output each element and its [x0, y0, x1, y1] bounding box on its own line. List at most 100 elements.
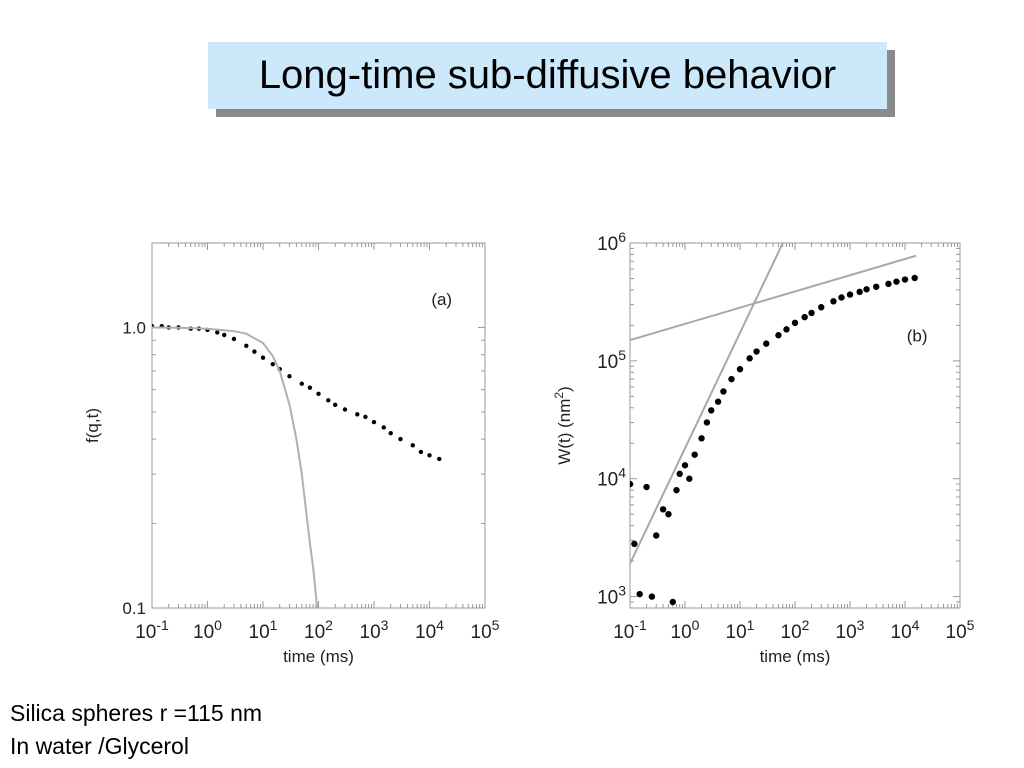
- data-point: [911, 274, 918, 282]
- data-point: [631, 540, 638, 548]
- data-point: [818, 304, 825, 311]
- chart-b: 10-1 100 101 102 103 104 105 103 104 105 106 time (…: [552, 229, 975, 666]
- data-point: [753, 348, 760, 355]
- data-point: [901, 276, 909, 283]
- y-tick-label: 0.1: [122, 599, 146, 618]
- data-point: [260, 355, 266, 360]
- data-point: [791, 319, 799, 327]
- data-point: [736, 365, 744, 373]
- data-point: [244, 343, 249, 349]
- fit-line: [152, 326, 319, 608]
- x-tick-label: 101: [249, 617, 278, 643]
- caption-line-1: Silica spheres r =115 nm: [10, 700, 263, 726]
- x-tick-label: 100: [671, 617, 700, 643]
- data-point: [801, 313, 808, 321]
- slide-title: Long-time sub-diffusive behavior: [208, 42, 887, 109]
- x-axis-label: time (ms): [760, 647, 831, 666]
- x-tick-label: 102: [781, 617, 810, 643]
- data-point: [846, 291, 854, 298]
- data-point: [388, 430, 393, 436]
- data-point: [418, 449, 424, 455]
- data-point: [342, 407, 348, 412]
- data-point: [410, 443, 415, 448]
- data-point: [676, 470, 683, 478]
- data-point: [648, 593, 656, 600]
- y-tick-label: 1.0: [122, 318, 146, 337]
- data-point: [363, 414, 368, 420]
- data-point: [763, 340, 770, 347]
- data-point: [215, 330, 220, 335]
- data-point: [863, 286, 870, 293]
- data-point: [659, 506, 667, 513]
- series-group: [630, 243, 918, 606]
- data-point: [691, 451, 698, 458]
- data-point: [893, 278, 900, 285]
- y-axis-label: W(t) (nm2): [552, 386, 574, 464]
- data-point: [703, 419, 711, 426]
- data-point: [427, 453, 432, 458]
- data-point: [686, 475, 693, 482]
- x-tick-label: 104: [891, 617, 920, 643]
- data-point: [665, 510, 672, 518]
- y-tick-label: 103: [597, 583, 626, 609]
- data-point: [673, 486, 680, 494]
- data-point: [636, 590, 643, 598]
- x-tick-label: 10-1: [135, 617, 169, 643]
- x-tick-label: 10-1: [613, 617, 647, 643]
- data-point: [728, 375, 735, 383]
- data-point: [873, 283, 880, 290]
- data-point: [316, 391, 321, 397]
- data-point: [681, 462, 689, 469]
- data-point: [299, 381, 304, 386]
- x-tick-label: 103: [360, 617, 389, 643]
- x-tick-label: 105: [471, 617, 500, 643]
- data-point: [326, 398, 331, 403]
- x-tick-label: 100: [193, 617, 222, 643]
- data-point: [355, 412, 360, 417]
- y-axis-label: f(q,t): [83, 408, 102, 443]
- x-tick-label: 102: [304, 617, 333, 643]
- panel-label: (b): [907, 327, 928, 346]
- data-point: [252, 349, 257, 354]
- data-point: [270, 361, 275, 367]
- fit-line: [630, 243, 784, 565]
- data-point: [783, 326, 790, 333]
- data-point: [381, 425, 386, 430]
- y-tick-label: 104: [597, 465, 626, 491]
- x-tick-label: 105: [946, 617, 975, 643]
- data-point: [830, 298, 837, 305]
- data-point: [714, 398, 722, 405]
- data-point: [808, 309, 815, 317]
- fit-line: [630, 254, 917, 342]
- x-tick-label: 104: [415, 617, 444, 643]
- data-point: [437, 456, 442, 462]
- data-point: [856, 288, 863, 296]
- y-tick-label: 105: [597, 347, 626, 373]
- data-point: [775, 332, 782, 339]
- data-point: [885, 280, 892, 288]
- data-point: [398, 436, 403, 442]
- data-point: [653, 532, 660, 539]
- data-point: [838, 294, 845, 301]
- panel-label: (a): [431, 290, 452, 309]
- series-group: [152, 324, 442, 608]
- data-point: [720, 388, 727, 395]
- data-point: [307, 385, 313, 390]
- plot-frame: [629, 242, 961, 609]
- data-point: [222, 332, 227, 338]
- data-point: [698, 435, 705, 442]
- x-tick-label: 101: [726, 617, 755, 643]
- x-axis-label: time (ms): [283, 647, 354, 666]
- chart-a: 10-1 100 101 102 103 104 105 1.0 0.1 time (ms) f(q…: [83, 242, 500, 666]
- data-point: [333, 402, 338, 408]
- data-point: [287, 374, 292, 379]
- caption-line-2: In water /Glycerol: [10, 733, 189, 759]
- data-point: [630, 480, 634, 488]
- data-point: [669, 598, 676, 606]
- x-tick-label: 103: [836, 617, 865, 643]
- y-tick-label: 106: [597, 229, 626, 255]
- data-point: [746, 355, 753, 362]
- data-point: [231, 336, 237, 342]
- data-point: [371, 419, 377, 425]
- data-point: [708, 407, 715, 414]
